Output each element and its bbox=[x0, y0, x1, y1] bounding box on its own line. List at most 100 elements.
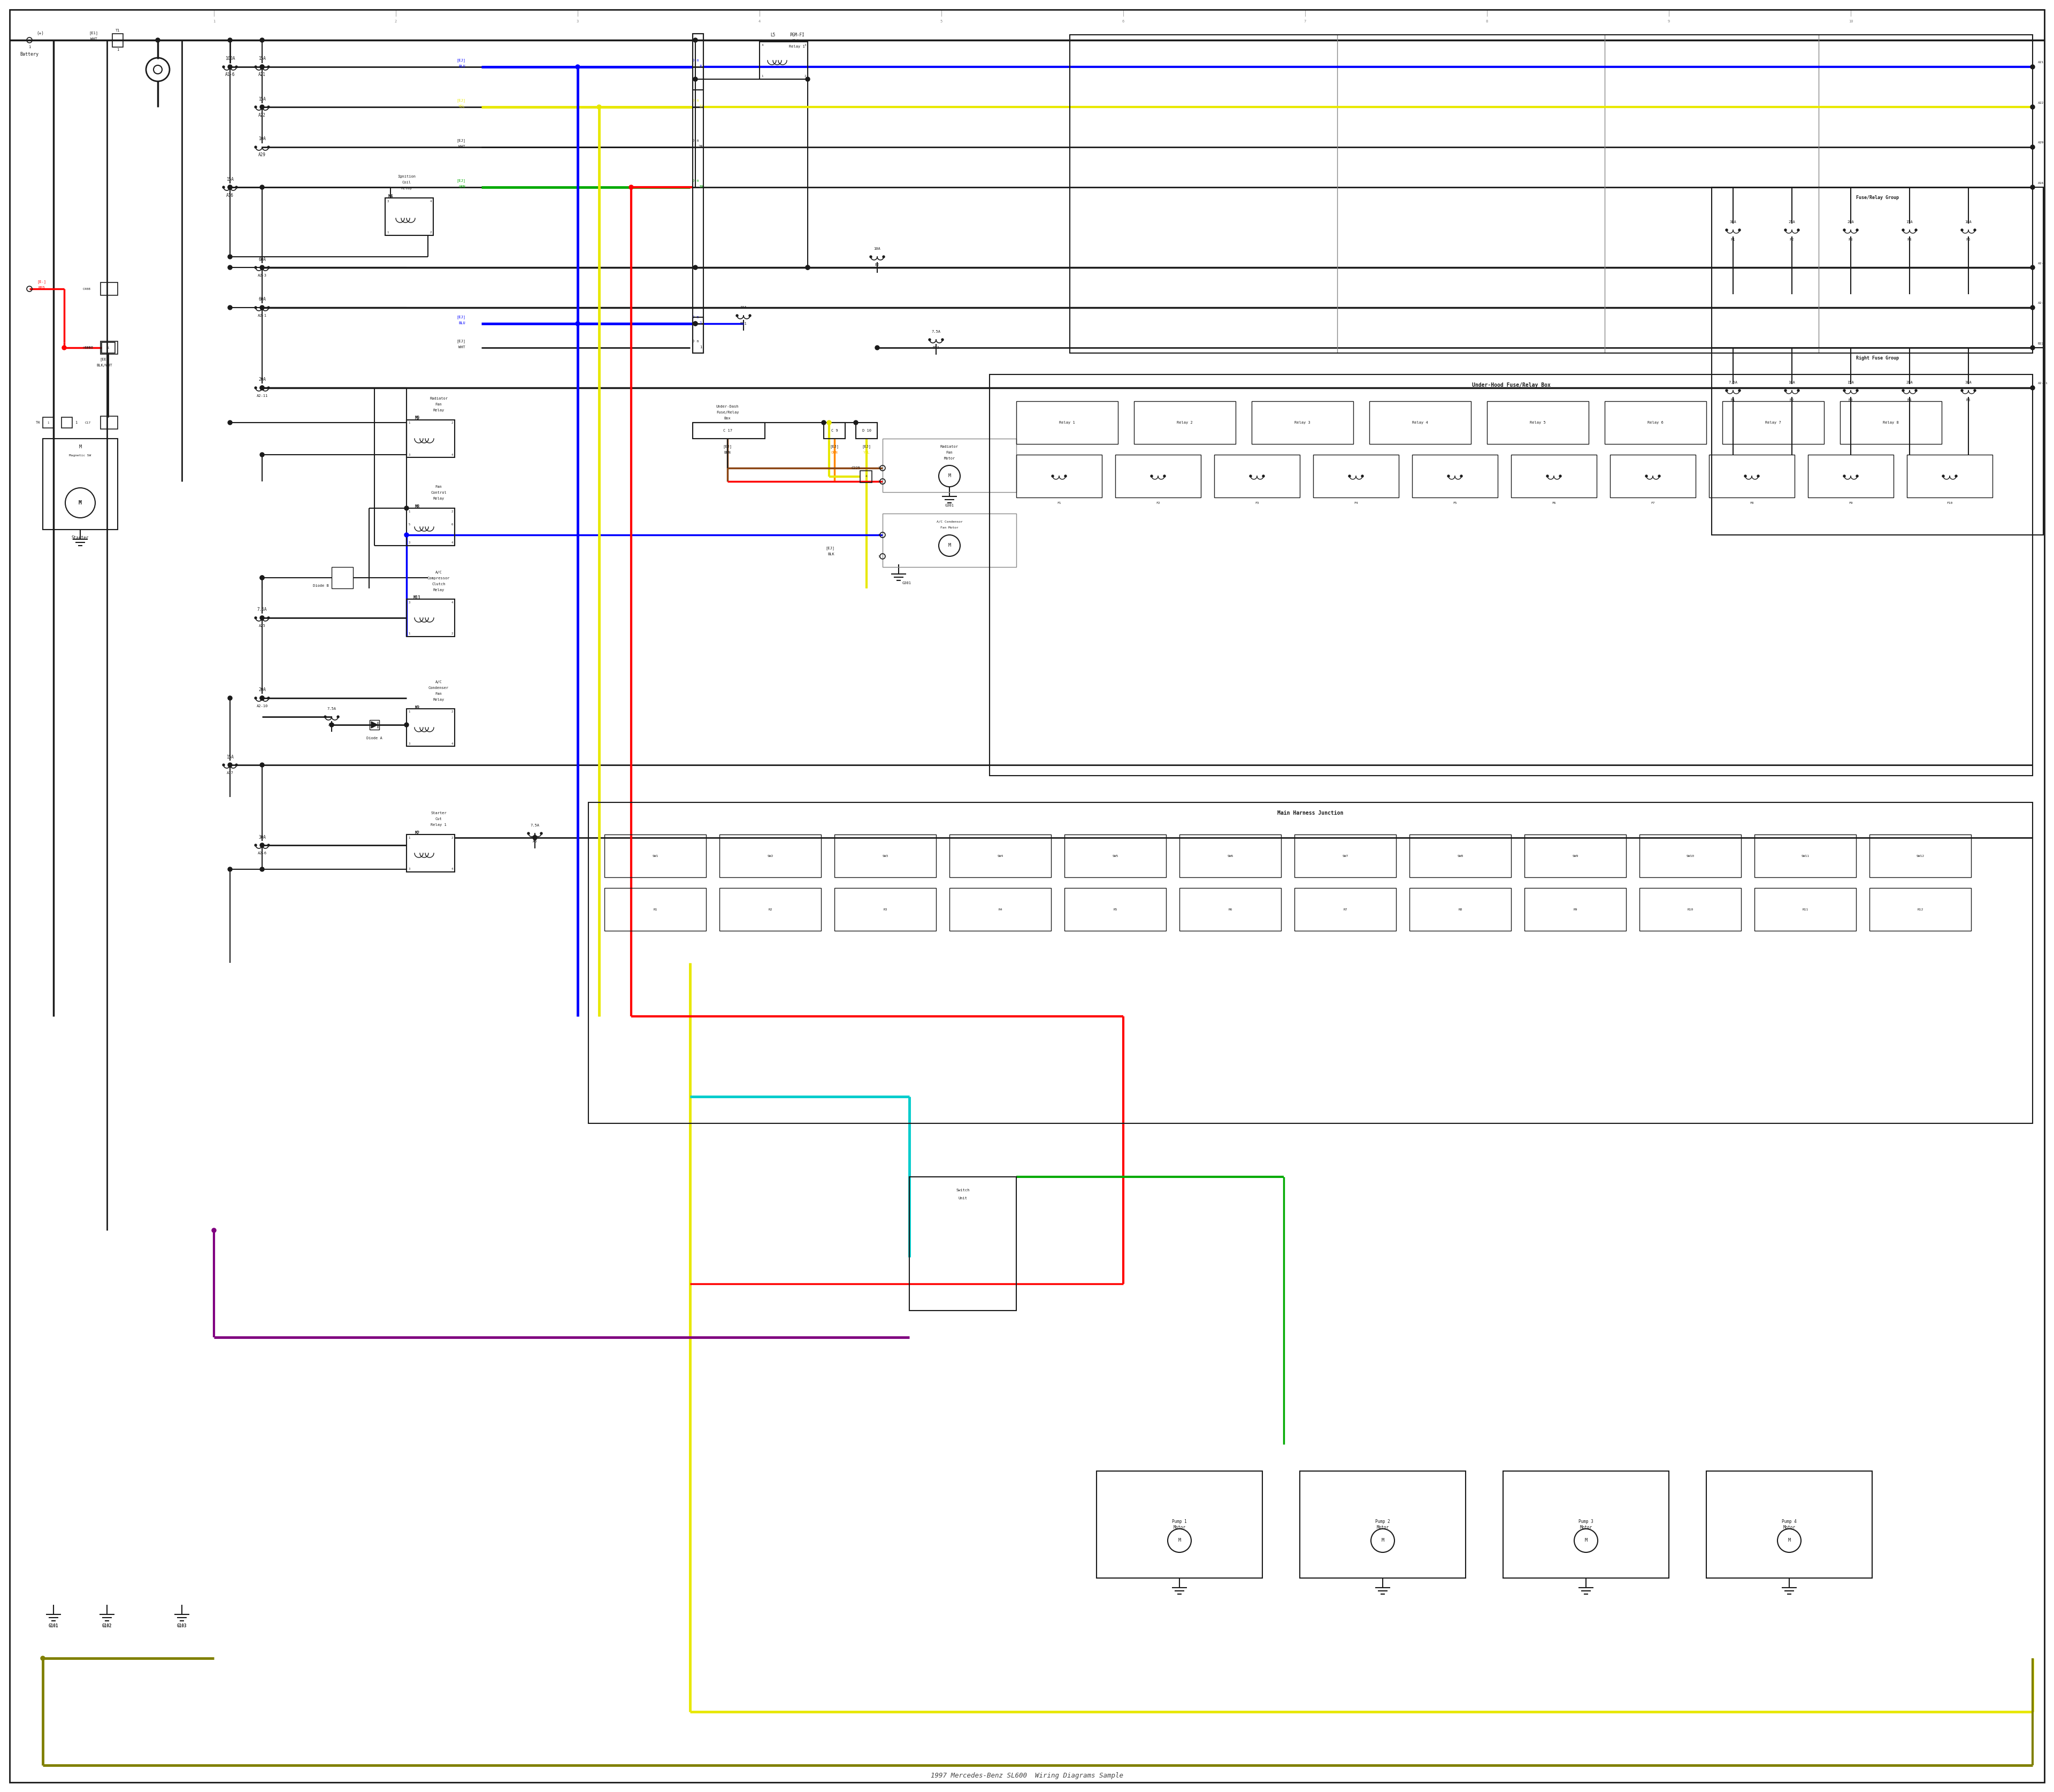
Circle shape bbox=[228, 65, 232, 70]
Circle shape bbox=[1547, 475, 1549, 477]
Bar bbox=[1313, 455, 1399, 498]
Text: 7.5A: 7.5A bbox=[327, 708, 337, 710]
Circle shape bbox=[629, 185, 633, 190]
Text: Switch: Switch bbox=[955, 1188, 969, 1192]
Text: D n: D n bbox=[692, 140, 698, 142]
Text: C225: C225 bbox=[850, 466, 861, 470]
Circle shape bbox=[1797, 229, 1799, 231]
Text: SW9: SW9 bbox=[1571, 855, 1577, 857]
Bar bbox=[1754, 889, 1857, 930]
Text: A2-10: A2-10 bbox=[257, 704, 267, 708]
Circle shape bbox=[1857, 389, 1859, 392]
Text: C17: C17 bbox=[84, 421, 90, 425]
Text: Relay 4: Relay 4 bbox=[1413, 421, 1428, 425]
Text: SW2: SW2 bbox=[768, 855, 772, 857]
Circle shape bbox=[255, 306, 257, 308]
Text: Cut: Cut bbox=[435, 817, 442, 821]
Bar bbox=[1214, 455, 1300, 498]
Bar bbox=[692, 34, 702, 353]
Bar bbox=[910, 1177, 1017, 1310]
Bar bbox=[949, 835, 1052, 878]
Text: Relay 1: Relay 1 bbox=[789, 45, 805, 48]
Text: F1: F1 bbox=[1058, 502, 1062, 504]
Text: F7: F7 bbox=[1651, 502, 1656, 504]
Circle shape bbox=[1052, 475, 1054, 477]
Text: 8: 8 bbox=[1485, 20, 1489, 23]
Bar bbox=[1017, 455, 1101, 498]
Bar bbox=[1709, 455, 1795, 498]
Circle shape bbox=[1756, 475, 1760, 477]
Bar bbox=[692, 34, 702, 90]
Circle shape bbox=[694, 265, 698, 269]
Text: M: M bbox=[949, 543, 951, 548]
Text: [E1]: [E1] bbox=[88, 30, 99, 36]
Bar bbox=[407, 710, 454, 745]
Text: M4: M4 bbox=[388, 195, 392, 199]
Circle shape bbox=[228, 421, 232, 425]
Circle shape bbox=[267, 844, 269, 846]
Text: Diode B: Diode B bbox=[312, 584, 329, 588]
Text: Ignition: Ignition bbox=[396, 176, 415, 177]
Text: A2-11: A2-11 bbox=[2038, 382, 2048, 385]
Circle shape bbox=[267, 267, 269, 269]
Text: (+): (+) bbox=[37, 30, 43, 36]
Text: [E-]: [E-] bbox=[37, 280, 47, 283]
Circle shape bbox=[1914, 389, 1916, 392]
Text: Fan Motor: Fan Motor bbox=[941, 527, 959, 529]
Text: 8: 8 bbox=[700, 65, 702, 68]
Circle shape bbox=[1902, 229, 1904, 231]
Text: 5: 5 bbox=[941, 20, 943, 23]
Circle shape bbox=[236, 66, 238, 68]
Bar bbox=[692, 317, 702, 353]
Text: Main Harness Junction: Main Harness Junction bbox=[1278, 810, 1343, 815]
Circle shape bbox=[1163, 475, 1165, 477]
Circle shape bbox=[1263, 475, 1265, 477]
Text: Relay: Relay bbox=[401, 186, 413, 190]
Text: G102: G102 bbox=[103, 1624, 111, 1629]
Text: 1: 1 bbox=[29, 45, 31, 48]
Text: Relay 1: Relay 1 bbox=[431, 823, 446, 826]
Bar bbox=[1097, 1471, 1263, 1579]
Circle shape bbox=[261, 763, 265, 767]
Text: A22: A22 bbox=[2038, 102, 2044, 104]
Text: BRN: BRN bbox=[725, 452, 731, 453]
Text: 20A: 20A bbox=[259, 688, 265, 692]
Text: Fan: Fan bbox=[947, 452, 953, 453]
Circle shape bbox=[255, 66, 257, 68]
Text: Relay 3: Relay 3 bbox=[1294, 421, 1310, 425]
Text: Relay 6: Relay 6 bbox=[1647, 421, 1664, 425]
Bar bbox=[990, 375, 2033, 776]
Text: R3: R3 bbox=[883, 909, 887, 910]
Circle shape bbox=[1974, 229, 1976, 231]
Text: R2: R2 bbox=[1789, 398, 1795, 401]
Circle shape bbox=[228, 695, 232, 701]
Text: A16: A16 bbox=[2038, 181, 2044, 185]
Text: SW6: SW6 bbox=[1226, 855, 1232, 857]
Circle shape bbox=[694, 38, 698, 43]
Circle shape bbox=[261, 106, 265, 109]
Circle shape bbox=[261, 38, 265, 43]
Text: WHT: WHT bbox=[458, 346, 466, 349]
Text: D n: D n bbox=[692, 179, 698, 183]
Text: B22: B22 bbox=[2038, 342, 2044, 344]
Text: Fuse/Relay Group: Fuse/Relay Group bbox=[1857, 195, 1898, 201]
Text: C408: C408 bbox=[84, 346, 94, 349]
Text: 60A: 60A bbox=[259, 297, 265, 303]
Text: Relay 2: Relay 2 bbox=[1177, 421, 1193, 425]
Text: Relay 5: Relay 5 bbox=[1530, 421, 1547, 425]
Text: Under-Hood Fuse/Relay Box: Under-Hood Fuse/Relay Box bbox=[1473, 382, 1551, 387]
Text: Fuse/Relay: Fuse/Relay bbox=[717, 410, 739, 414]
Text: 2: 2 bbox=[394, 20, 396, 23]
Circle shape bbox=[62, 346, 66, 349]
Text: 1997 Mercedes-Benz SL600  Wiring Diagrams Sample: 1997 Mercedes-Benz SL600 Wiring Diagrams… bbox=[930, 1772, 1124, 1779]
Circle shape bbox=[228, 763, 232, 767]
Text: Right Fuse Group: Right Fuse Group bbox=[1857, 357, 1898, 360]
Bar bbox=[101, 283, 117, 296]
Circle shape bbox=[261, 616, 265, 620]
Text: L5: L5 bbox=[770, 32, 776, 38]
Text: A5: A5 bbox=[532, 840, 538, 842]
Text: 10A: 10A bbox=[739, 306, 748, 310]
Bar bbox=[1604, 401, 1707, 444]
Text: Relay 1: Relay 1 bbox=[1060, 421, 1074, 425]
Circle shape bbox=[222, 66, 224, 68]
